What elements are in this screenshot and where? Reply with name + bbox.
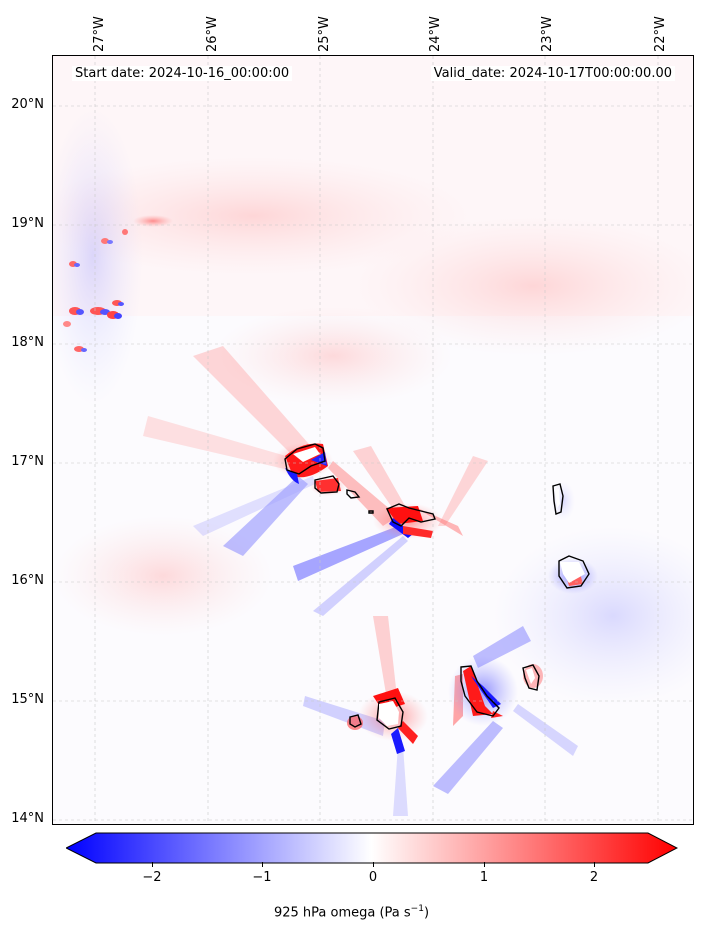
land-masks [293, 447, 585, 726]
coast-fogo [376, 697, 404, 730]
colorbar-label-main: 925 hPa omega (Pa s [273, 905, 411, 921]
colorbar-label: 925 hPa omega (Pa s−1) [0, 904, 703, 920]
cb-tick-neg2: −2 [142, 870, 162, 885]
coast-brava [349, 714, 362, 728]
coast-maio [522, 664, 540, 691]
lat-label-18n: 18°N [11, 335, 44, 350]
cb-tick-mark-neg2 [152, 862, 153, 867]
western-dot-signals [63, 215, 173, 352]
map-panel[interactable] [52, 55, 694, 825]
sao-nicolau-signal [293, 446, 488, 616]
omega-field-map [53, 56, 693, 824]
cb-tick-1: 1 [479, 870, 489, 885]
cb-tick-mark-neg1 [262, 862, 263, 867]
lat-label-16n: 16°N [11, 573, 44, 588]
cb-tick-0: 0 [368, 870, 378, 885]
start-date-label: Start date: 2024-10-16_00:00:00 [72, 66, 293, 81]
cb-tick-mark-1 [484, 862, 485, 867]
lon-label-22w: 22°W [653, 16, 668, 52]
lon-label-24w: 24°W [428, 16, 443, 52]
lon-label-23w: 23°W [540, 16, 555, 52]
lat-label-17n: 17°N [11, 454, 44, 469]
cb-tick-neg1: −1 [252, 870, 272, 885]
cb-tick-2: 2 [589, 870, 599, 885]
coast-sal [552, 483, 564, 515]
lat-label-20n: 20°N [11, 97, 44, 112]
colorbar [64, 830, 679, 866]
map-gridlines [53, 56, 693, 824]
coast-sao-vicente [314, 475, 340, 494]
lat-label-14n: 14°N [11, 811, 44, 826]
lon-label-26w: 26°W [205, 16, 220, 52]
coast-sao-nicolau [386, 503, 436, 527]
colorbar-label-sup: −1 [410, 904, 424, 914]
valid-date-label: Valid_date: 2024-10-17T00:00:00.00 [430, 66, 675, 81]
lon-label-25w: 25°W [317, 16, 332, 52]
lat-label-19n: 19°N [11, 216, 44, 231]
cb-tick-mark-0 [373, 862, 374, 867]
coast-boa-vista [558, 555, 590, 589]
colorbar-label-end: ) [423, 905, 430, 921]
coast-santo-antao [284, 443, 326, 475]
colorbar-svg [64, 832, 679, 864]
cb-tick-mark-2 [594, 862, 595, 867]
fogo-signal [303, 616, 428, 816]
lon-label-27w: 27°W [92, 16, 107, 52]
lat-label-15n: 15°N [11, 692, 44, 707]
coast-santiago [460, 665, 500, 717]
coast-raso [368, 510, 374, 514]
coast-santa-luzia [346, 489, 361, 499]
coastlines [284, 443, 590, 730]
